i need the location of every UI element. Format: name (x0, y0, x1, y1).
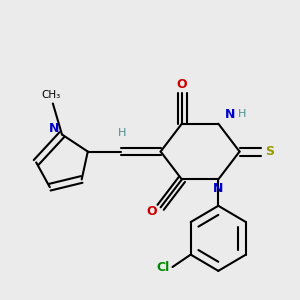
Text: S: S (265, 145, 274, 158)
Text: CH₃: CH₃ (42, 90, 61, 100)
Text: N: N (225, 109, 235, 122)
Text: H: H (238, 110, 246, 119)
Text: H: H (118, 128, 126, 138)
Text: N: N (49, 122, 60, 135)
Text: Cl: Cl (157, 260, 170, 274)
Text: O: O (177, 78, 187, 92)
Text: O: O (147, 206, 158, 218)
Text: N: N (213, 182, 224, 195)
